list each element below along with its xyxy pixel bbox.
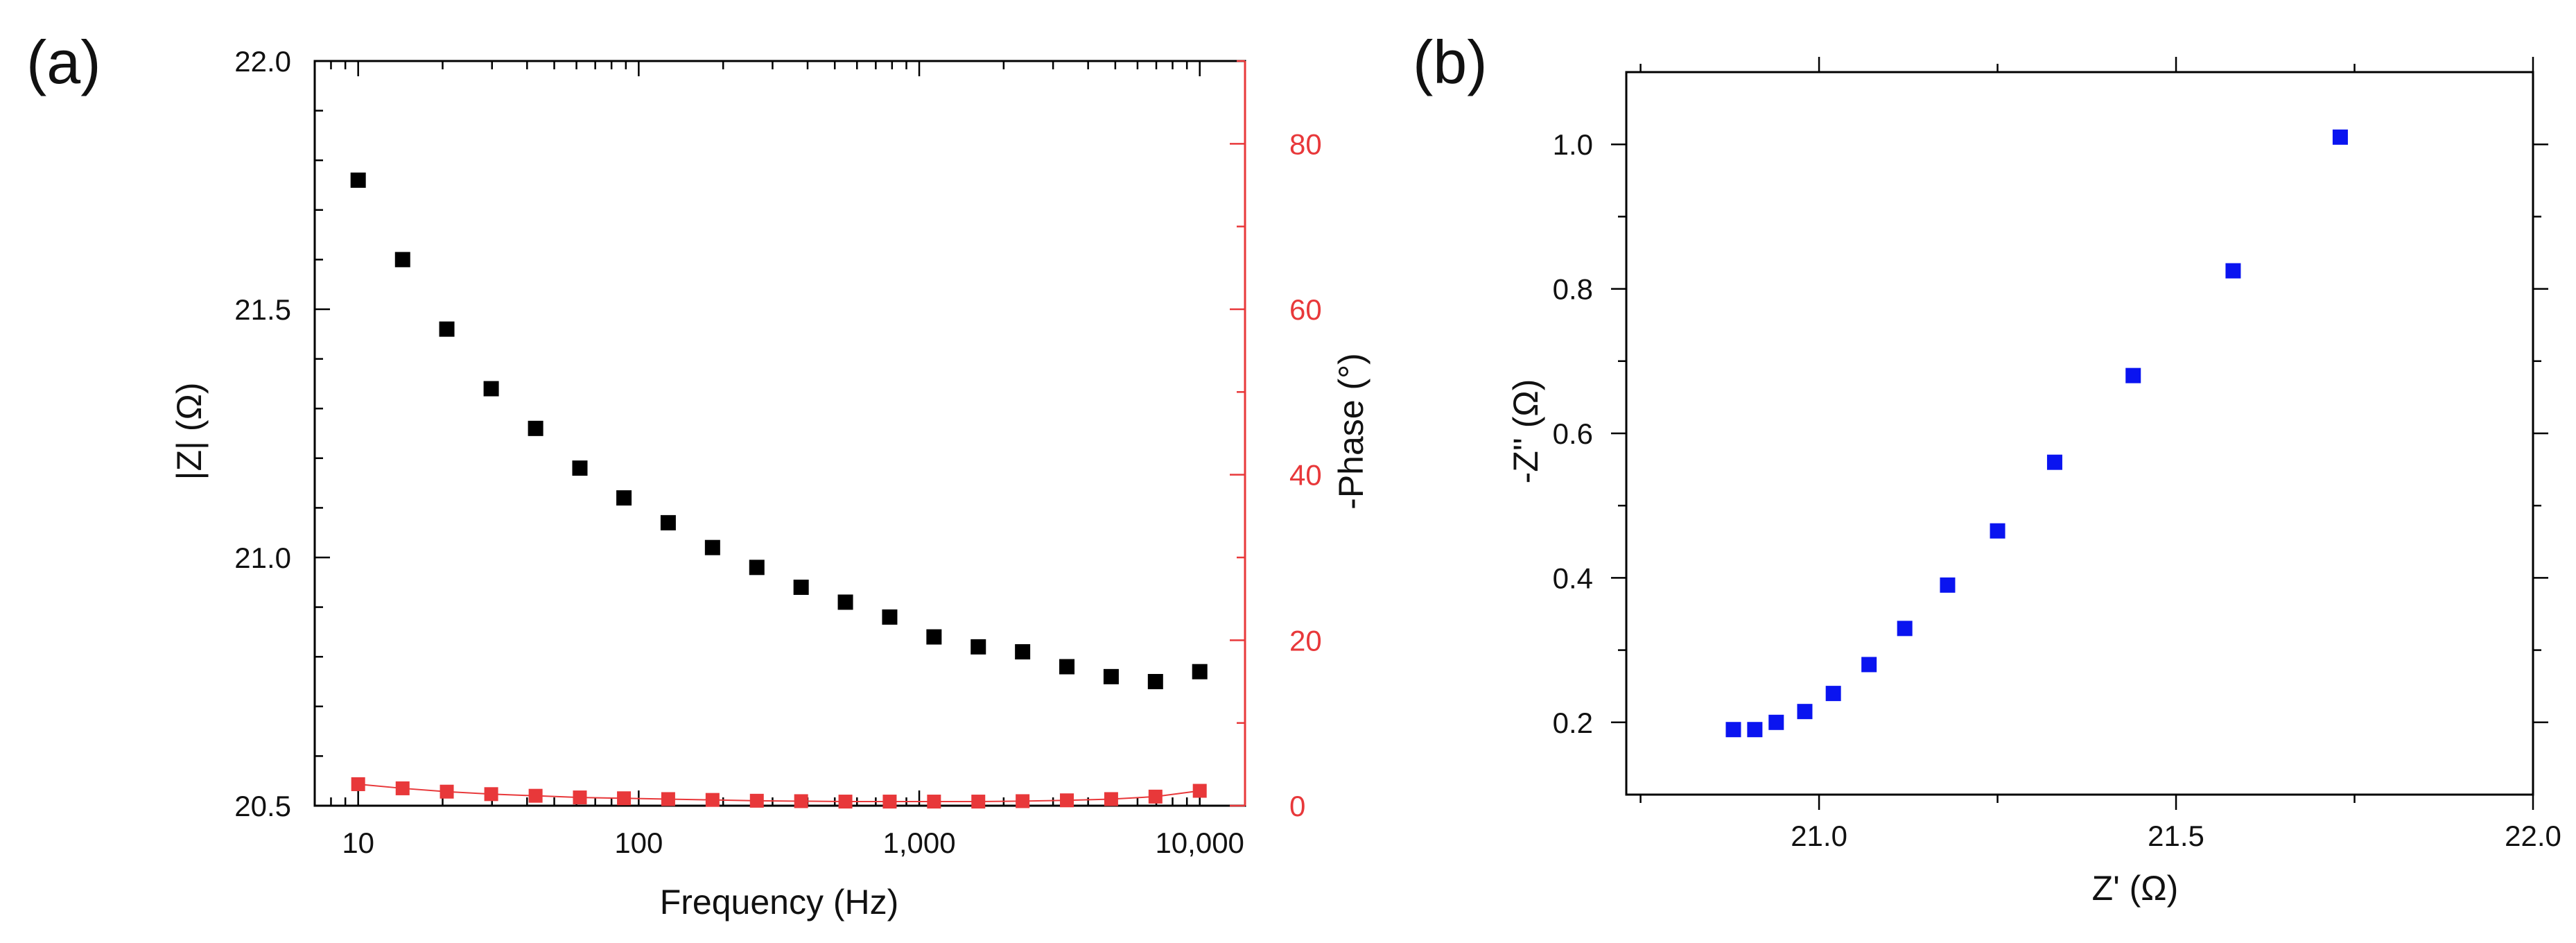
chart-b-y-tick-label: 0.4 — [1553, 562, 1593, 594]
chart-a-y2-tick-label: 80 — [1289, 128, 1322, 160]
chart-b-nyquist-point — [2125, 367, 2141, 383]
chart-a: 10 100 1,000 10,000 20.5 21.0 21.5 22.0 0 20 40 60 8… — [234, 45, 1321, 859]
chart-b-nyquist-point — [1990, 523, 2005, 539]
chart-a-y2-tick-label: 40 — [1289, 459, 1322, 492]
chart-a-magnitude-point — [793, 579, 809, 595]
chart-b-nyquist-point — [2225, 263, 2241, 279]
chart-a-magnitude-point — [528, 420, 543, 436]
chart-a-x-tick-label: 10,000 — [1155, 827, 1244, 859]
chart-a-phase-point — [1192, 784, 1207, 798]
chart-a-magnitude-point — [882, 609, 898, 625]
chart-a-magnitude-point — [704, 539, 720, 555]
chart-b-nyquist-point — [1825, 686, 1841, 702]
chart-a-magnitude-point — [926, 629, 942, 645]
chart-a-magnitude-point — [616, 490, 632, 506]
chart-a-phase-point — [1060, 793, 1074, 808]
chart-a-phase-point — [971, 795, 986, 809]
chart-b-nyquist-point — [1940, 577, 1956, 593]
chart-a-magnitude-point — [971, 639, 986, 655]
chart-b-plot-frame — [1625, 71, 2534, 796]
chart-b-nyquist-point — [1725, 722, 1741, 738]
chart-a-phase-point — [440, 784, 454, 799]
chart-a-phase-point — [705, 793, 720, 807]
chart-a-phase-point — [484, 787, 498, 802]
chart-a-phase-point — [749, 793, 764, 808]
chart-a-phase-point — [1148, 789, 1163, 804]
chart-a-y-tick-label: 22.0 — [234, 45, 291, 78]
chart-a-magnitude-point — [394, 252, 410, 268]
chart-a-y2-tick-label: 20 — [1289, 624, 1322, 657]
chart-a-magnitude-point — [1192, 664, 1208, 680]
chart-a-y-axis-title: |Z| (Ω) — [170, 382, 209, 480]
chart-a-phase-point — [395, 781, 410, 795]
chart-a-phase-point — [1016, 794, 1030, 808]
chart-a-magnitude-point — [1147, 674, 1163, 689]
chart-a-magnitude-point — [572, 460, 588, 476]
chart-a-x-axis-title: Frequency (Hz) — [660, 883, 899, 922]
chart-a-phase-point — [528, 788, 543, 803]
chart-a-y-tick-label: 21.0 — [234, 542, 291, 574]
chart-a-magnitude-point — [439, 321, 455, 337]
chart-b-nyquist-point — [2046, 454, 2062, 470]
chart-b-y-tick-label: 1.0 — [1553, 128, 1593, 161]
chart-a-phase-point — [351, 777, 365, 791]
chart-a-phase-line — [358, 783, 1200, 803]
chart-a-plot-frame — [313, 60, 1246, 807]
chart-a-y-tick-label: 21.5 — [234, 293, 291, 326]
chart-a-phase-point — [617, 791, 632, 806]
chart-b-nyquist-point — [2332, 129, 2348, 145]
chart-b-nyquist-point — [1747, 722, 1763, 738]
panel-label-b: (b) — [1413, 28, 1488, 96]
chart-a-magnitude-point — [749, 560, 765, 576]
chart-a-y2-tick-label: 60 — [1289, 293, 1322, 326]
chart-a-y2-tick-label: 0 — [1289, 790, 1305, 822]
chart-a-magnitude-point — [660, 514, 676, 530]
chart-a-magnitude-point — [350, 172, 366, 188]
chart-b-x-tick-label: 21.0 — [1791, 820, 1847, 852]
chart-a-y-tick-label: 20.5 — [234, 790, 291, 822]
chart-a-magnitude-point — [837, 594, 853, 610]
chart-a-phase-point — [794, 794, 808, 808]
chart-b-nyquist-point — [1897, 621, 1913, 637]
chart-a-magnitude-point — [1059, 659, 1075, 675]
chart-b-y-axis-title: -Z'' (Ω) — [1506, 379, 1545, 484]
chart-a-y2-axis-title: -Phase (°) — [1332, 353, 1370, 510]
chart-a-magnitude-point — [1103, 668, 1119, 684]
chart-b-nyquist-point — [1797, 704, 1813, 720]
chart-a-magnitude-point — [483, 381, 499, 397]
chart-b-y-tick-label: 0.2 — [1553, 707, 1593, 739]
chart-b: 21.0 21.5 22.0 0.2 0.4 0.6 0.8 1.0 — [1553, 57, 2561, 852]
chart-a-phase-point — [927, 795, 941, 809]
panel-label-a: (a) — [26, 28, 101, 96]
chart-a-x-tick-label: 10 — [342, 827, 374, 859]
chart-a-phase-point — [882, 795, 897, 809]
chart-a-phase-point — [838, 795, 853, 809]
chart-a-phase-point — [573, 790, 587, 805]
chart-a-phase-point — [661, 792, 675, 806]
chart-a-x-tick-label: 100 — [614, 827, 663, 859]
chart-b-x-tick-label: 21.5 — [2148, 820, 2204, 852]
chart-a-phase-point — [1104, 792, 1118, 806]
chart-b-nyquist-point — [1861, 657, 1877, 673]
chart-b-x-tick-label: 22.0 — [2505, 820, 2561, 852]
chart-b-x-axis-title: Z' (Ω) — [2092, 869, 2179, 908]
chart-b-y-tick-label: 0.6 — [1553, 417, 1593, 450]
chart-b-y-tick-label: 0.8 — [1553, 273, 1593, 306]
chart-a-magnitude-point — [1015, 644, 1031, 660]
chart-a-x-tick-label: 1,000 — [882, 827, 955, 859]
chart-b-nyquist-point — [1768, 714, 1784, 730]
